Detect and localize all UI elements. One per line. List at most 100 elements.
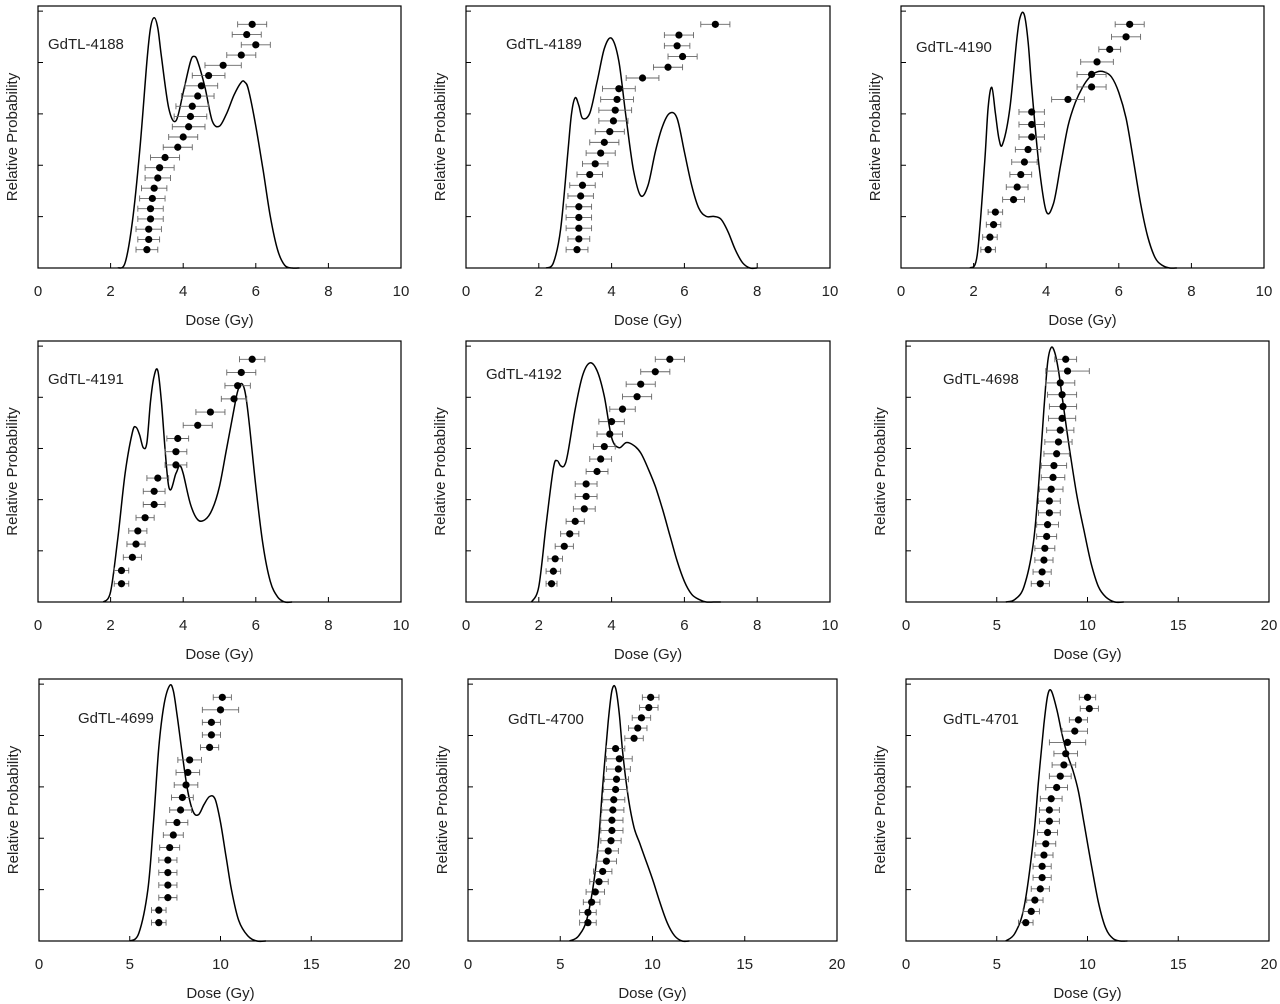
dose-point: [565, 246, 589, 254]
dose-point: [1053, 750, 1078, 758]
dose-marker: [612, 744, 620, 753]
dose-point: [135, 514, 155, 522]
dose-marker: [155, 919, 163, 927]
dose-marker: [1071, 727, 1079, 735]
dose-marker: [1056, 772, 1064, 780]
chart-panel: 0 5 10 15 20 Dose (Gy) Relative Probability GdT…: [434, 678, 845, 1002]
dose-point: [137, 215, 164, 223]
dose-marker: [638, 74, 647, 82]
dose-point: [1045, 783, 1068, 792]
dose-marker: [252, 41, 260, 49]
dose-marker: [248, 355, 256, 363]
dose-marker: [608, 816, 616, 824]
plot-frame: [465, 340, 831, 603]
x-tick-label: 5: [556, 956, 564, 973]
dose-point: [1026, 896, 1044, 904]
dose-point: [545, 567, 562, 575]
dose-marker: [1106, 45, 1114, 53]
dose-marker: [194, 421, 202, 429]
dose-marker: [1024, 145, 1032, 154]
dose-point: [135, 246, 159, 254]
dose-marker: [610, 796, 618, 804]
dose-point: [240, 41, 271, 49]
x-tick-label: 10: [1256, 283, 1273, 300]
dose-marker: [1083, 693, 1092, 701]
dose-point: [1032, 568, 1052, 576]
dose-point: [602, 85, 636, 93]
dose-point: [226, 51, 257, 59]
x-tick-label: 2: [535, 283, 543, 300]
dose-marker: [1085, 705, 1093, 713]
plot-frame: [465, 5, 831, 269]
dose-marker: [1045, 817, 1053, 825]
dose-point: [622, 393, 653, 401]
dose-point: [212, 693, 232, 701]
dose-point: [139, 194, 166, 203]
dose-marker: [243, 30, 251, 39]
dose-marker: [234, 382, 242, 390]
dose-marker: [154, 174, 162, 182]
dose-point: [220, 395, 248, 403]
probability-curve: [545, 37, 758, 270]
dose-point: [175, 102, 210, 110]
dose-marker: [591, 160, 599, 168]
dose-marker: [186, 112, 195, 121]
dose-point: [1011, 158, 1038, 166]
dose-marker: [1028, 108, 1036, 116]
dose-marker: [174, 143, 182, 151]
dose-point: [663, 42, 691, 50]
dose-point: [1111, 33, 1142, 41]
dose-point: [640, 368, 671, 376]
dose-point: [605, 744, 626, 753]
y-axis-label: Relative Probability: [432, 72, 449, 201]
dose-marker: [248, 20, 256, 28]
dose-marker: [577, 192, 585, 200]
dose-marker: [673, 42, 681, 50]
dose-point: [574, 480, 598, 488]
dose-point: [128, 527, 148, 535]
dose-point: [594, 128, 625, 136]
dose-marker: [1058, 414, 1066, 422]
dose-point: [605, 755, 633, 763]
x-axis-label: Dose (Gy): [1053, 985, 1121, 1002]
y-axis-label: Relative Probability: [5, 745, 22, 874]
dose-marker: [1087, 83, 1096, 91]
dose-marker: [1064, 95, 1072, 104]
dose-marker: [575, 235, 583, 243]
dose-point: [565, 517, 585, 525]
dose-marker: [593, 467, 601, 476]
dose-marker: [588, 898, 596, 906]
dose-marker: [615, 755, 623, 763]
dose-marker: [206, 408, 215, 416]
probability-curve: [1005, 346, 1124, 604]
dose-marker: [1053, 450, 1061, 458]
dose-marker: [172, 461, 180, 469]
x-tick-label: 4: [179, 617, 187, 634]
dose-point: [146, 474, 170, 482]
dose-marker: [145, 225, 153, 233]
dose-marker: [1122, 33, 1130, 41]
dose-point: [598, 117, 629, 125]
dose-point: [1076, 83, 1107, 91]
dose-point: [126, 540, 146, 548]
x-axis-label: Dose (Gy): [185, 646, 253, 663]
dose-marker: [1036, 580, 1044, 588]
x-tick-label: 5: [126, 956, 134, 973]
dose-point: [601, 806, 625, 814]
dose-marker: [219, 61, 227, 69]
panel-title: GdTL-4189: [506, 36, 582, 53]
dose-marker: [185, 123, 193, 131]
x-tick-label: 8: [1187, 283, 1195, 300]
chart-panel: 0 5 10 15 20 Dose (Gy) Relative Probability GdT…: [872, 678, 1277, 1002]
x-tick-label: 5: [993, 617, 1001, 634]
dose-marker: [551, 555, 559, 563]
dose-point: [113, 580, 130, 588]
x-tick-label: 10: [393, 617, 410, 634]
dose-marker: [230, 395, 238, 403]
dose-point: [191, 71, 226, 80]
dose-point: [597, 847, 619, 855]
x-tick-label: 6: [680, 617, 688, 634]
dose-point: [625, 74, 660, 82]
dose-point: [1068, 716, 1088, 724]
dose-marker: [1047, 795, 1055, 803]
